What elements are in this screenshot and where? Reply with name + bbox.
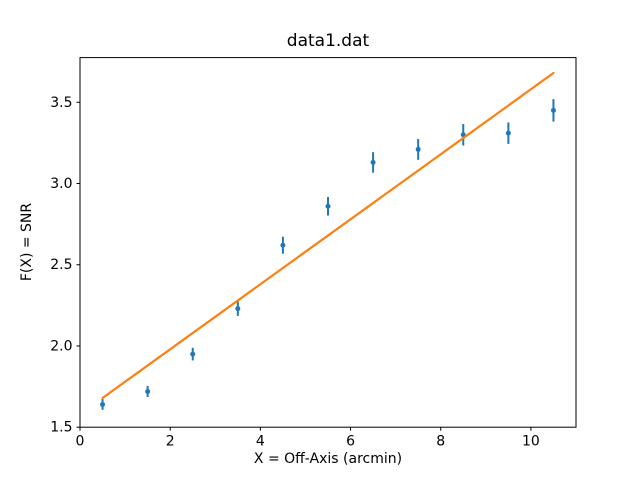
data-point[interactable] xyxy=(190,351,196,357)
data-point[interactable] xyxy=(145,388,151,394)
y-tick-label: 2.5 xyxy=(50,257,72,273)
data-point[interactable] xyxy=(550,107,556,113)
data-point[interactable] xyxy=(370,159,376,165)
y-tick-label: 1.5 xyxy=(50,420,72,436)
data-point[interactable] xyxy=(235,306,241,312)
data-point[interactable] xyxy=(505,130,511,136)
chart-title: data1.dat xyxy=(286,31,370,51)
data-point[interactable] xyxy=(280,242,286,248)
x-tick-label: 8 xyxy=(436,434,445,450)
x-tick-label: 6 xyxy=(346,434,355,450)
x-axis-label: X = Off-Axis (arcmin) xyxy=(253,451,403,467)
fit-line xyxy=(101,71,555,400)
x-tick-label: 4 xyxy=(256,434,265,450)
data-point[interactable] xyxy=(415,146,421,152)
y-tick-label: 2.0 xyxy=(50,338,72,354)
x-tick-label: 0 xyxy=(76,434,85,450)
data-point[interactable] xyxy=(100,401,106,407)
y-tick-label: 3.5 xyxy=(50,95,72,111)
plot-frame xyxy=(79,57,577,428)
data-point[interactable] xyxy=(325,203,331,209)
y-axis-label: F(X) = SNR xyxy=(19,202,35,282)
x-tick-label: 10 xyxy=(522,434,540,450)
x-tick-label: 2 xyxy=(166,434,175,450)
y-tick-label: 3.0 xyxy=(50,176,72,192)
